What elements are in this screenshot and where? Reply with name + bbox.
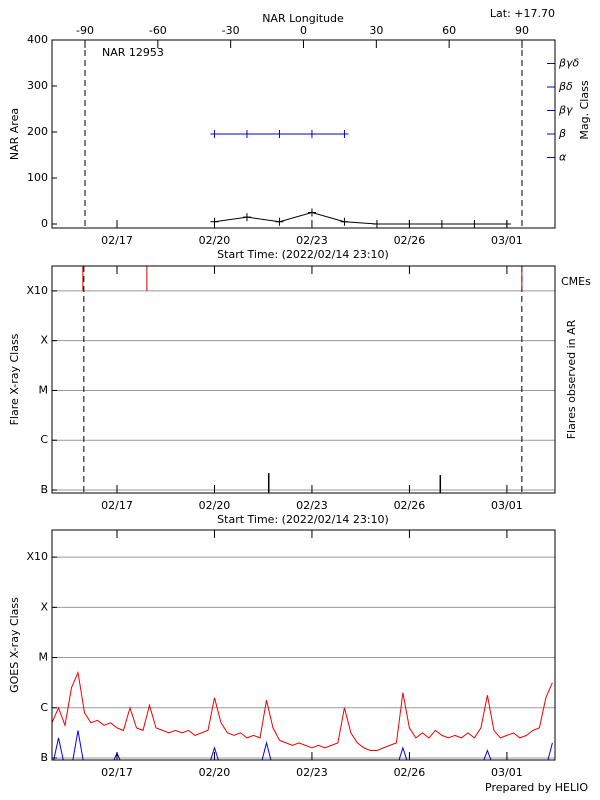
y-tick-label: 100 — [27, 171, 48, 184]
x2-tick-label: 0 — [300, 24, 307, 37]
x-tick-label: 02/26 — [394, 499, 426, 512]
x-tick-label: 03/01 — [491, 234, 523, 247]
y-tick-label: B — [40, 751, 48, 764]
y-axis-label: GOES X-ray Class — [8, 597, 21, 693]
x2-tick-label: 60 — [442, 24, 456, 37]
y2-tick-label: β — [558, 127, 566, 140]
point-marker — [275, 217, 284, 226]
y-tick-label: X10 — [26, 550, 48, 563]
point-marker — [210, 130, 219, 138]
point-marker — [372, 219, 381, 228]
point-marker — [437, 219, 446, 228]
y-tick-label: X — [40, 334, 48, 347]
x2-tick-label: -90 — [76, 24, 94, 37]
x-axis-label: Start Time: (2022/02/14 23:10) — [217, 513, 389, 526]
x-tick-label: 03/01 — [491, 499, 523, 512]
y2-tick-label: βγδ — [558, 57, 580, 70]
y-tick-label: C — [40, 433, 48, 446]
point-marker — [340, 217, 349, 226]
x-tick-label: 02/20 — [199, 766, 231, 779]
x2-tick-label: 90 — [515, 24, 529, 37]
y-tick-label: C — [40, 701, 48, 714]
x2-axis-label: NAR Longitude — [262, 12, 344, 25]
x-tick-label: 02/17 — [101, 499, 133, 512]
point-marker — [405, 219, 414, 228]
x-tick-label: 02/20 — [199, 234, 231, 247]
y-tick-label: X10 — [26, 284, 48, 297]
x-tick-label: 02/26 — [394, 234, 426, 247]
series-line — [214, 211, 507, 225]
y2-tick-label: βδ — [558, 80, 573, 93]
x-tick-label: 02/17 — [101, 234, 133, 247]
x-axis-label: Start Time: (2022/02/14 23:10) — [217, 248, 389, 261]
y-tick-label: 0 — [41, 217, 48, 230]
point-marker — [307, 208, 316, 217]
y-tick-label: M — [39, 651, 49, 664]
x2-tick-label: -60 — [149, 24, 167, 37]
plot-frame — [51, 39, 556, 229]
footer: Prepared by HELIO — [485, 781, 588, 794]
plot-frame — [51, 265, 556, 494]
point-marker — [275, 130, 284, 138]
y-tick-label: 300 — [27, 79, 48, 92]
plot-frame — [51, 529, 556, 761]
y2-axis-label: Mag. Class — [578, 80, 591, 139]
y-axis-label: NAR Area — [8, 108, 21, 160]
point-marker — [307, 130, 316, 138]
x2-tick-label: -30 — [222, 24, 240, 37]
x-tick-label: 02/26 — [394, 766, 426, 779]
x2-tick-label: 30 — [369, 24, 383, 37]
chart-subtitle: Lat: +17.70 — [490, 7, 555, 20]
y-tick-label: X — [40, 600, 48, 613]
point-marker — [242, 130, 251, 138]
y2-tick-label: α — [559, 151, 567, 164]
x-tick-label: 02/23 — [296, 234, 328, 247]
y-tick-label: B — [40, 483, 48, 496]
y2-tick-label: βγ — [558, 104, 573, 117]
y2-axis-label: Flares observed in AR — [565, 319, 578, 439]
x-tick-label: 02/20 — [199, 499, 231, 512]
y-tick-label: 200 — [27, 125, 48, 138]
point-marker — [210, 217, 219, 226]
plot-area — [52, 556, 555, 760]
y-tick-label: 400 — [27, 33, 48, 46]
plot-area — [214, 133, 507, 225]
y-tick-label: M — [39, 383, 49, 396]
y-axis-label: Flare X-ray Class — [8, 333, 21, 425]
point-marker — [470, 219, 479, 228]
x-tick-label: 02/23 — [296, 499, 328, 512]
x-tick-label: 02/17 — [101, 766, 133, 779]
x-tick-label: 02/23 — [296, 766, 328, 779]
point-marker — [502, 219, 511, 228]
chart-title: NAR 12953 — [102, 46, 164, 59]
point-marker — [340, 130, 349, 138]
series-line — [52, 670, 553, 751]
point-marker — [242, 213, 251, 222]
x-tick-label: 03/01 — [491, 766, 523, 779]
series-line — [53, 730, 553, 760]
plot-area — [52, 290, 555, 493]
cme-label: CMEs — [561, 275, 591, 288]
